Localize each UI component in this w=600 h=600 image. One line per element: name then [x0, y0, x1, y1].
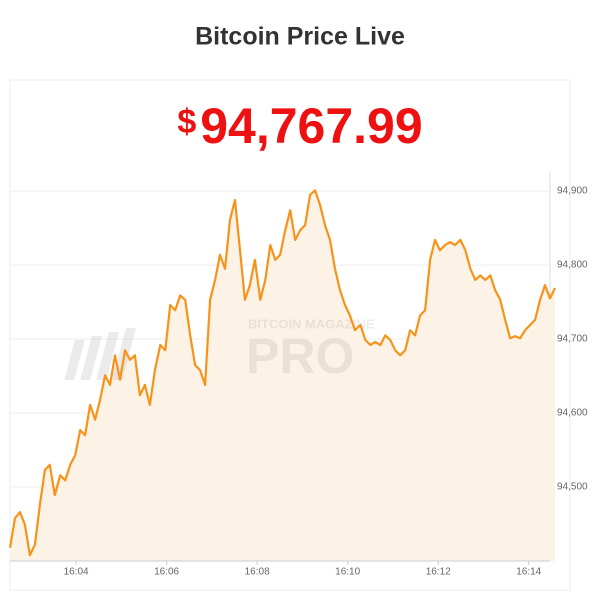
watermark-icon — [96, 332, 120, 380]
y-tick-label: 94,700 — [557, 334, 588, 345]
page-title: Bitcoin Price Live — [195, 23, 405, 51]
y-tick-label: 94,800 — [557, 260, 588, 271]
price-amount: 94,767.99 — [200, 98, 422, 154]
x-tick-label: 16:14 — [516, 567, 541, 578]
watermark-text: PRO — [246, 328, 354, 384]
y-tick-label: 94,600 — [557, 408, 588, 419]
x-tick-label: 16:10 — [335, 567, 360, 578]
area-fill — [10, 190, 555, 561]
y-tick-label: 94,900 — [557, 186, 588, 197]
plot: 94,500 94,600 94,700 94,800 94,900 BITCOIN MA… — [8, 172, 588, 578]
watermark-text: BITCOIN MAGAZINE — [248, 316, 375, 331]
x-tick-label: 16:12 — [426, 567, 451, 578]
price-line — [8, 189, 556, 557]
watermark-icon — [64, 340, 85, 380]
price-symbol: $ — [177, 103, 196, 141]
x-tick-label: 16:04 — [64, 567, 89, 578]
x-tick-label: 16:06 — [154, 567, 179, 578]
y-tick-label: 94,500 — [557, 482, 588, 493]
watermark-icon — [80, 336, 102, 380]
price: $94,767.99 — [177, 98, 422, 154]
x-tick-label: 16:08 — [245, 567, 270, 578]
